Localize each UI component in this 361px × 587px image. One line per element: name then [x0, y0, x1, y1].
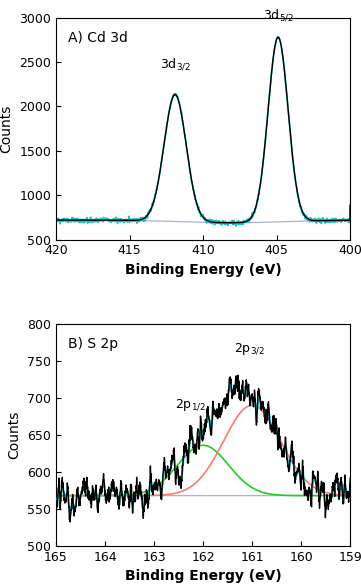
- Text: 3d$_{5/2}$: 3d$_{5/2}$: [263, 7, 293, 23]
- Y-axis label: Counts: Counts: [0, 104, 14, 153]
- Y-axis label: Counts: Counts: [8, 411, 22, 459]
- Text: B) S 2p: B) S 2p: [68, 338, 118, 351]
- X-axis label: Binding Energy (eV): Binding Energy (eV): [125, 263, 282, 277]
- Text: 2p$_{3/2}$: 2p$_{3/2}$: [234, 342, 265, 357]
- Text: 3d$_{3/2}$: 3d$_{3/2}$: [160, 56, 191, 72]
- Text: 2p$_{1/2}$: 2p$_{1/2}$: [175, 397, 206, 413]
- Text: A) Cd 3d: A) Cd 3d: [68, 31, 127, 45]
- X-axis label: Binding Energy (eV): Binding Energy (eV): [125, 569, 282, 583]
